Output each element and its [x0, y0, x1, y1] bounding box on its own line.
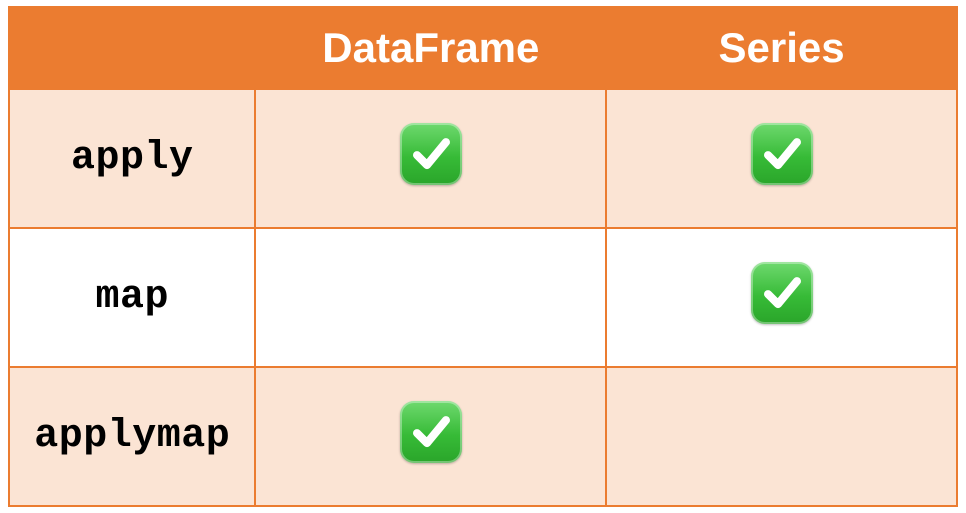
table-cell: [255, 89, 606, 228]
row-label: map: [9, 228, 255, 367]
row-label: applymap: [9, 367, 255, 506]
comparison-table: DataFrame Series applymapapplymap: [8, 6, 958, 507]
column-header-dataframe: DataFrame: [255, 7, 606, 89]
table-cell: [606, 228, 957, 367]
table-row: applymap: [9, 367, 957, 506]
header-corner-cell: [9, 7, 255, 89]
table-cell: [606, 89, 957, 228]
table-cell: [255, 367, 606, 506]
check-icon: [751, 262, 813, 324]
check-icon: [751, 123, 813, 185]
column-header-series: Series: [606, 7, 957, 89]
comparison-table-container: DataFrame Series applymapapplymap: [0, 0, 966, 513]
table-cell: [606, 367, 957, 506]
table-header-row: DataFrame Series: [9, 7, 957, 89]
check-icon: [400, 123, 462, 185]
check-icon: [400, 401, 462, 463]
row-label: apply: [9, 89, 255, 228]
table-cell: [255, 228, 606, 367]
table-row: map: [9, 228, 957, 367]
table-row: apply: [9, 89, 957, 228]
